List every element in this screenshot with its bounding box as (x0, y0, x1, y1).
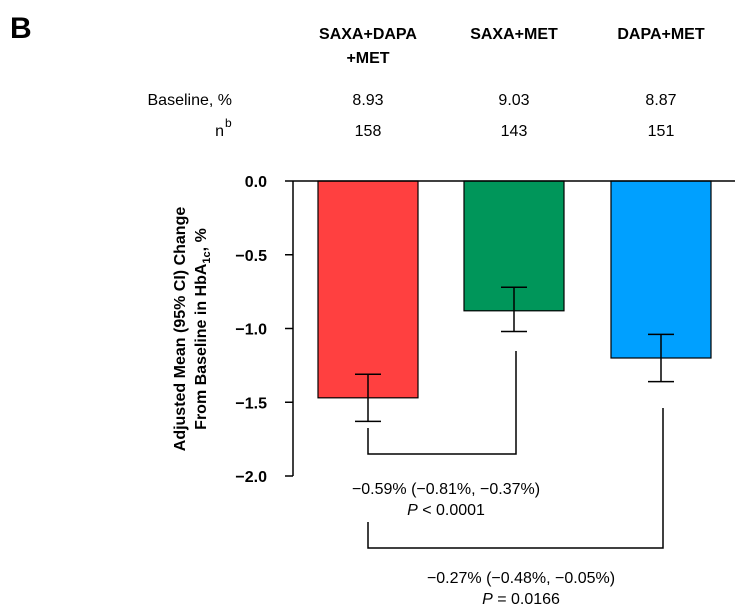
y-tick-label: −0.5 (235, 248, 267, 265)
group-header-3: DAPA+MET (617, 26, 704, 43)
y-axis-title-line2: From Baseline in HbA1c, % (193, 228, 213, 430)
comparison-2-pvalue: P = 0.0166 (482, 591, 560, 608)
comparison-bracket-1 (367, 351, 517, 455)
n-value-3: 151 (648, 123, 675, 140)
comparison-1-estimate: −0.59% (−0.81%, −0.37%) (352, 481, 540, 498)
baseline-value-2: 9.03 (498, 92, 529, 109)
baseline-label: Baseline, % (148, 92, 233, 109)
bar-saxa-dapa-met (317, 180, 419, 399)
comparison-1-pvalue: P < 0.0001 (407, 502, 485, 519)
bar-dapa-met (610, 180, 712, 359)
y-tick-label: 0.0 (245, 174, 267, 191)
baseline-value-3: 8.87 (645, 92, 676, 109)
y-axis-title: Adjusted Mean (95% CI) Change From Basel… (172, 207, 213, 452)
n-value-1: 158 (355, 123, 382, 140)
y-axis-title-line1: Adjusted Mean (95% CI) Change (172, 207, 189, 452)
y-tick-label: −1.0 (235, 322, 267, 339)
baseline-value-1: 8.93 (352, 92, 383, 109)
n-label: n (215, 123, 224, 140)
plot-area: 0.0 −0.5 −1.0 −1.5 −2.0 (235, 174, 735, 486)
comparison-2-estimate: −0.27% (−0.48%, −0.05%) (427, 570, 615, 587)
group-header-1-line1: SAXA+DAPA (319, 26, 417, 43)
n-superscript: b (225, 116, 232, 130)
comparison-bracket-2 (367, 408, 664, 549)
group-header-2: SAXA+MET (470, 26, 558, 43)
n-value-2: 143 (501, 123, 528, 140)
y-tick-label: −2.0 (235, 469, 267, 486)
panel-label: B (10, 12, 32, 45)
group-header-1-line2: +MET (346, 50, 389, 67)
y-tick-label: −1.5 (235, 395, 267, 412)
